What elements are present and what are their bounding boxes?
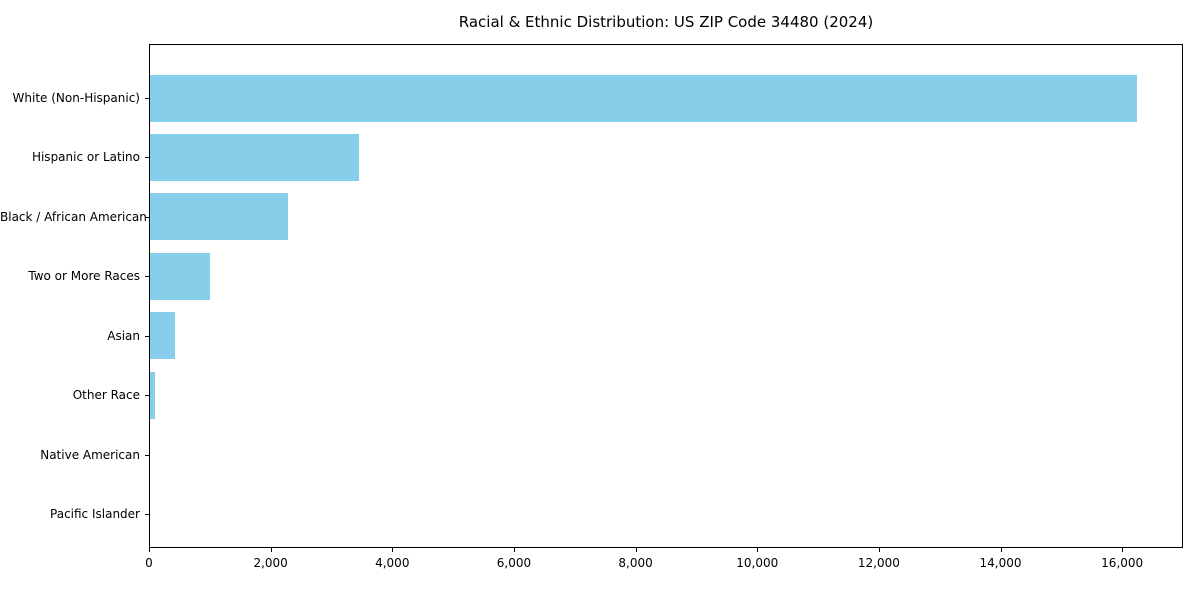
y-tick-label-other-race: Other Race (72, 388, 140, 403)
y-tick-label-pacific-islander: Pacific Islander (50, 507, 140, 521)
x-tick-label-2000: 2,000 (253, 556, 288, 570)
x-tick-mark (270, 548, 272, 552)
y-tick-label-black-african-american: Black / African American (0, 209, 147, 224)
chart-title: Racial & Ethnic Distribution: US ZIP Cod… (458, 13, 874, 31)
x-tick-mark (513, 548, 515, 552)
x-tick-mark (878, 548, 880, 552)
x-tick-mark (392, 548, 394, 552)
x-tick-mark (757, 548, 759, 552)
x-tick-mark (1000, 548, 1002, 552)
x-tick-mark (635, 548, 637, 552)
y-tick-label-two-or-more-races: Two or More Races (28, 269, 140, 284)
x-tick-label-12000: 12,000 (857, 556, 900, 570)
x-tick-label-8000: 8,000 (618, 556, 653, 570)
plot-area (149, 44, 1183, 548)
x-tick-label-16000: 16,000 (1101, 556, 1144, 570)
x-tick-label-6000: 6,000 (496, 556, 532, 570)
y-tick-label-asian: Asian (107, 328, 140, 343)
x-tick-label-10000: 10,000 (736, 556, 779, 570)
x-tick-label-0: 0 (145, 556, 153, 570)
y-tick-label-native-american: Native American (40, 447, 140, 462)
x-tick-label-4000: 4,000 (375, 556, 410, 570)
x-tick-mark (149, 548, 150, 552)
y-tick-label-white-non-hispanic: White (Non-Hispanic) (12, 91, 140, 105)
y-tick-label-hispanic-or-latino: Hispanic or Latino (31, 150, 140, 165)
x-tick-label-14000: 14,000 (979, 556, 1022, 570)
x-tick-mark (1122, 548, 1124, 552)
